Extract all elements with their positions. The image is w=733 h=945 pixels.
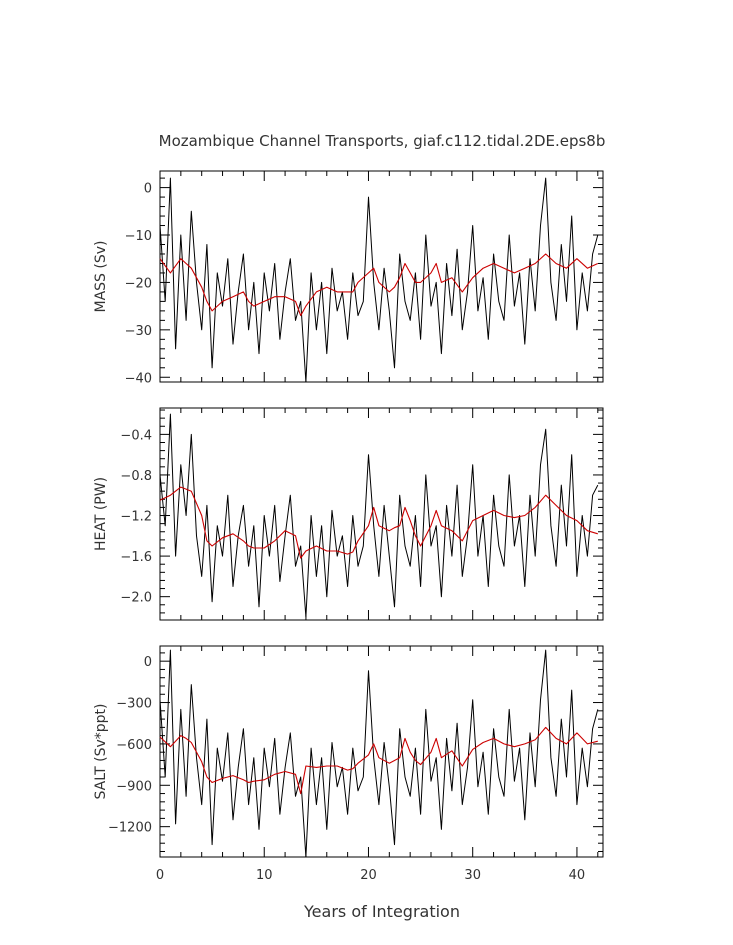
x-tick-label: 10 bbox=[256, 868, 273, 883]
x-tick-label: 30 bbox=[464, 868, 481, 883]
y-tick-label: −40 bbox=[125, 371, 152, 386]
y-tick-label: −900 bbox=[116, 779, 152, 794]
plot-frame bbox=[159, 170, 604, 383]
y-tick-label: −300 bbox=[116, 697, 152, 712]
y-axis-label: SALT (Sv*ppt) bbox=[93, 704, 109, 800]
y-tick-label: −10 bbox=[125, 229, 152, 244]
chart-title: Mozambique Channel Transports, giaf.c112… bbox=[159, 132, 606, 150]
y-tick-label: −1200 bbox=[108, 821, 152, 836]
y-tick-label: 0 bbox=[144, 655, 152, 670]
series-line-smoothed bbox=[159, 253, 599, 317]
x-tick-label: 40 bbox=[569, 868, 586, 883]
plot-frame bbox=[159, 645, 604, 858]
chart-panels: 0 −10 −20 −30 −40 MASS (Sv) −0.4 −0.8 −1.2 −1.6 −2… bbox=[93, 170, 604, 883]
x-tick-label: 20 bbox=[360, 868, 377, 883]
series-line-raw bbox=[159, 413, 599, 618]
panel-1: 0 −10 −20 −30 −40 MASS (Sv) bbox=[93, 170, 604, 386]
y-tick-label: −1.2 bbox=[120, 510, 152, 525]
y-tick-label: −20 bbox=[125, 276, 152, 291]
series-line-smoothed bbox=[159, 726, 598, 795]
x-tick-label: 0 bbox=[156, 868, 164, 883]
y-axis-label: HEAT (PW) bbox=[93, 477, 109, 551]
panel-3: 0 −300 −600 −900 −1200 SALT (Sv*ppt) 0 10 20 30 40 bbox=[93, 645, 604, 883]
y-tick-label: −1.6 bbox=[120, 550, 152, 565]
y-tick-label: −30 bbox=[125, 324, 152, 339]
series-line-raw bbox=[159, 649, 599, 858]
y-axis-label: MASS (Sv) bbox=[93, 241, 109, 313]
y-tick-label: −0.8 bbox=[120, 469, 152, 484]
series-line-smoothed bbox=[159, 486, 598, 559]
series-line-raw bbox=[159, 177, 599, 383]
y-tick-label: −2.0 bbox=[120, 591, 152, 606]
plot-frame bbox=[159, 407, 604, 621]
x-axis-label: Years of Integration bbox=[303, 902, 460, 921]
panel-2: −0.4 −0.8 −1.2 −1.6 −2.0 HEAT (PW) bbox=[93, 407, 604, 621]
y-tick-label: 0 bbox=[144, 182, 152, 197]
y-tick-label: −600 bbox=[116, 738, 152, 753]
y-tick-label: −0.4 bbox=[120, 428, 152, 443]
